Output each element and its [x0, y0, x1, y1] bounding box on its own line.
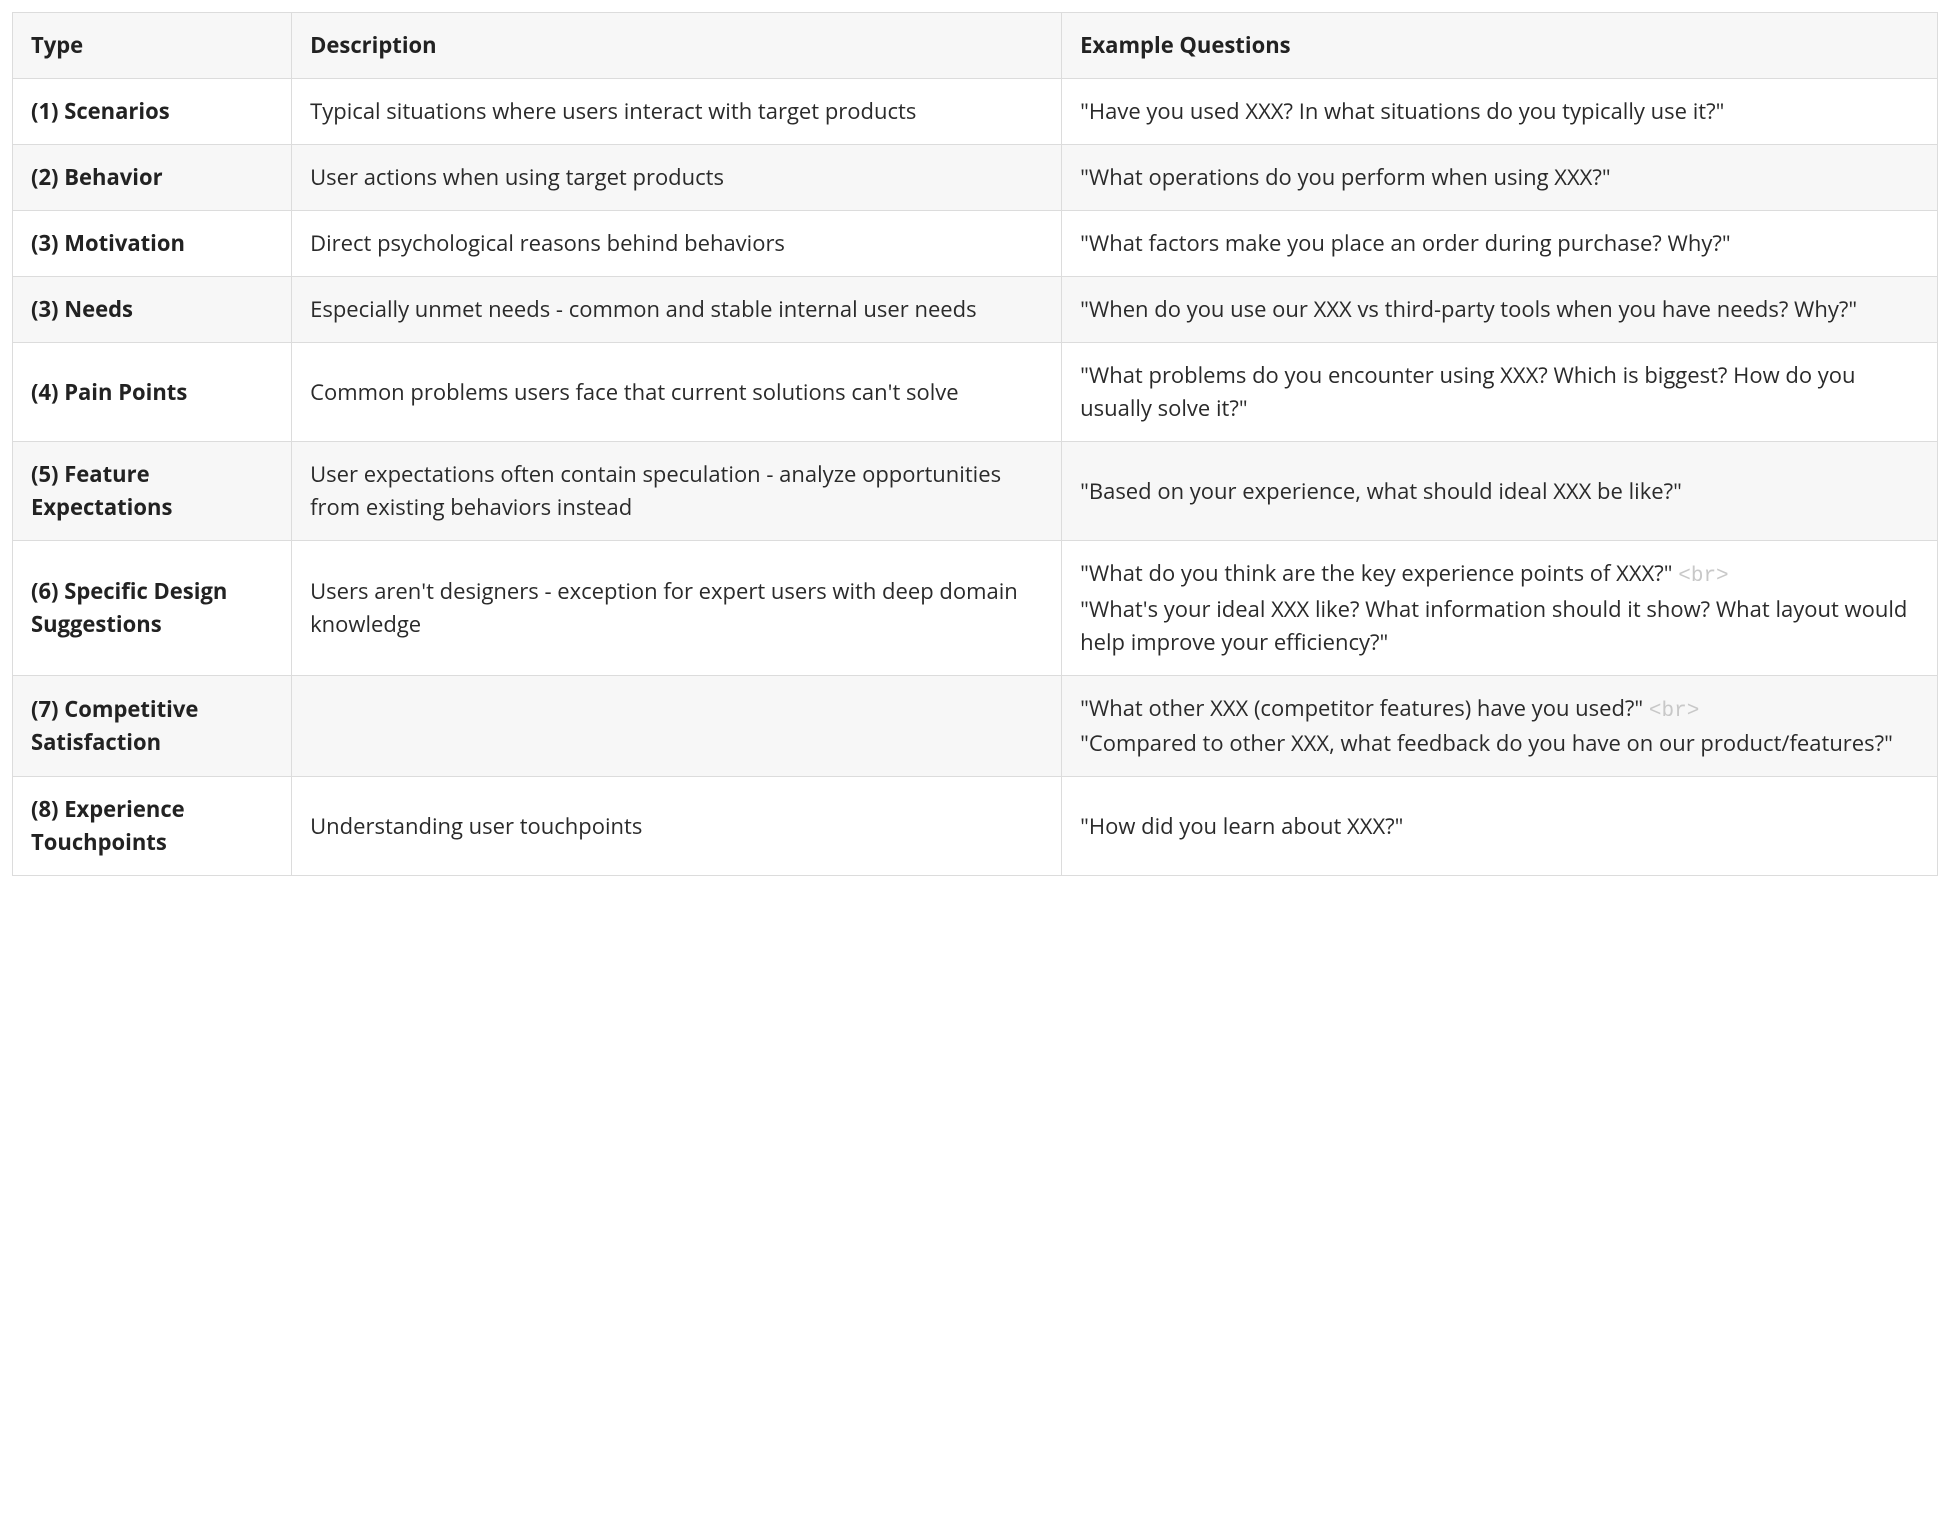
- cell-type: (4) Pain Points: [13, 343, 292, 442]
- table-row: (3) MotivationDirect psychological reaso…: [13, 211, 1938, 277]
- table-row: (4) Pain PointsCommon problems users fac…: [13, 343, 1938, 442]
- example-text: "Compared to other XXX, what feedback do…: [1080, 728, 1893, 758]
- cell-type: (5) Feature Expectations: [13, 442, 292, 541]
- col-header-description: Description: [292, 13, 1062, 79]
- cell-description: Understanding user touchpoints: [292, 777, 1062, 876]
- cell-example: "What factors make you place an order du…: [1062, 211, 1938, 277]
- cell-type: (3) Motivation: [13, 211, 292, 277]
- example-text: "What's your ideal XXX like? What inform…: [1080, 594, 1907, 657]
- cell-description: User expectations often contain speculat…: [292, 442, 1062, 541]
- cell-example: "What other XXX (competitor features) ha…: [1062, 675, 1938, 777]
- example-text: "What operations do you perform when usi…: [1080, 162, 1611, 192]
- table-row: (3) NeedsEspecially unmet needs - common…: [13, 277, 1938, 343]
- example-text: "How did you learn about XXX?": [1080, 811, 1403, 841]
- br-tag-literal: <br>: [1649, 700, 1699, 723]
- cell-description: User actions when using target products: [292, 145, 1062, 211]
- cell-description: Direct psychological reasons behind beha…: [292, 211, 1062, 277]
- cell-example: "What do you think are the key experienc…: [1062, 541, 1938, 676]
- cell-example: "Have you used XXX? In what situations d…: [1062, 79, 1938, 145]
- example-text: "What other XXX (competitor features) ha…: [1080, 693, 1649, 723]
- cell-type: (7) Competitive Satisfaction: [13, 675, 292, 777]
- cell-example: "What problems do you encounter using XX…: [1062, 343, 1938, 442]
- cell-description: Especially unmet needs - common and stab…: [292, 277, 1062, 343]
- table-row: (7) Competitive Satisfaction "What other …: [13, 675, 1938, 777]
- cell-example: "Based on your experience, what should i…: [1062, 442, 1938, 541]
- br-tag-literal: <br>: [1678, 565, 1728, 588]
- cell-example: "When do you use our XXX vs third-party …: [1062, 277, 1938, 343]
- example-text: "When do you use our XXX vs third-party …: [1080, 294, 1857, 324]
- cell-example: "What operations do you perform when usi…: [1062, 145, 1938, 211]
- table-row: (5) Feature ExpectationsUser expectation…: [13, 442, 1938, 541]
- col-header-type: Type: [13, 13, 292, 79]
- table-row: (8) Experience TouchpointsUnderstanding …: [13, 777, 1938, 876]
- col-header-example: Example Questions: [1062, 13, 1938, 79]
- cell-description: Users aren't designers - exception for e…: [292, 541, 1062, 676]
- example-text: "Have you used XXX? In what situations d…: [1080, 96, 1724, 126]
- table-header-row: Type Description Example Questions: [13, 13, 1938, 79]
- cell-type: (1) Scenarios: [13, 79, 292, 145]
- user-research-questions-table: Type Description Example Questions (1) S…: [12, 12, 1938, 876]
- cell-type: (2) Behavior: [13, 145, 292, 211]
- cell-type: (6) Specific Design Suggestions: [13, 541, 292, 676]
- cell-description: Common problems users face that current …: [292, 343, 1062, 442]
- cell-example: "How did you learn about XXX?": [1062, 777, 1938, 876]
- cell-type: (8) Experience Touchpoints: [13, 777, 292, 876]
- table-row: (2) BehaviorUser actions when using targ…: [13, 145, 1938, 211]
- table-row: (1) ScenariosTypical situations where us…: [13, 79, 1938, 145]
- cell-description: Typical situations where users interact …: [292, 79, 1062, 145]
- cell-type: (3) Needs: [13, 277, 292, 343]
- example-text: "What problems do you encounter using XX…: [1080, 360, 1855, 423]
- cell-description: [292, 675, 1062, 777]
- example-text: "What do you think are the key experienc…: [1080, 558, 1678, 588]
- example-text: "What factors make you place an order du…: [1080, 228, 1730, 258]
- example-text: "Based on your experience, what should i…: [1080, 476, 1682, 506]
- table-row: (6) Specific Design SuggestionsUsers are…: [13, 541, 1938, 676]
